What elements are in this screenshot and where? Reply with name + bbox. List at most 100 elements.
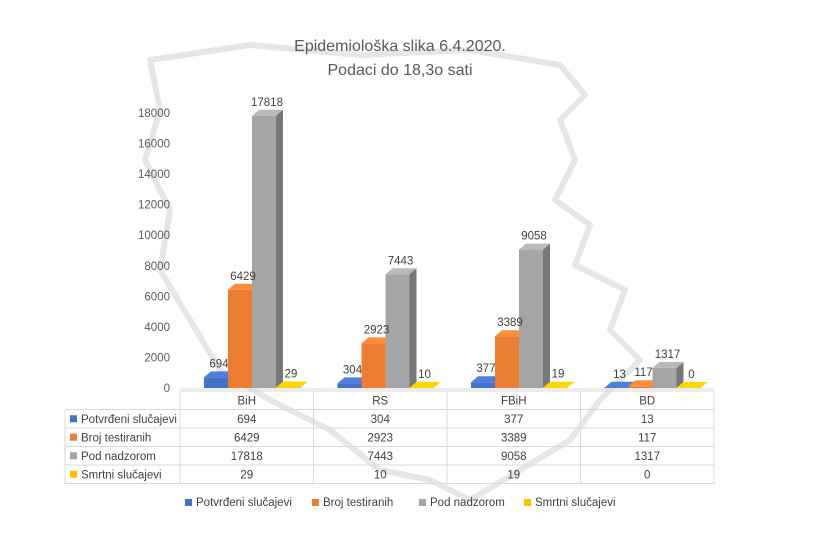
y-tick-label: 4000 (144, 322, 170, 334)
bar-top (409, 381, 441, 388)
table-legend-key (70, 415, 77, 423)
table-cell: 694 (237, 414, 257, 426)
data-labels: 694 6429 17818 29 304 2923 7443 10 377 3389 9058 19… (209, 97, 694, 381)
data-label: 17818 (251, 97, 283, 109)
bar (385, 274, 410, 388)
bar-top (519, 243, 550, 250)
table-series-name: Potvrđeni slučajevi (81, 414, 177, 426)
legend-label: Broj testiranih (323, 497, 393, 509)
bar-top (543, 381, 574, 388)
data-label: 694 (209, 358, 229, 370)
table-cell: 10 (374, 470, 387, 482)
legend-label: Smrtni slučajevi (535, 497, 616, 509)
map-watermark (142, 42, 643, 503)
bar-side (409, 268, 417, 388)
legend-key (312, 499, 319, 506)
legend-key (524, 499, 531, 506)
bar-top (471, 376, 502, 383)
table-cell: 3389 (501, 433, 527, 445)
chart-title: Epidemiološka slika 6.4.2020. (294, 38, 506, 55)
legend: Potvrđeni slučajevi Broj testiranih Pod na… (185, 497, 616, 509)
bar (495, 336, 519, 388)
table-cell: 304 (371, 414, 391, 426)
bar-side (543, 243, 550, 388)
bar (252, 115, 276, 389)
bar-top (337, 377, 369, 384)
data-label: 7443 (388, 255, 414, 267)
y-tick-label: 12000 (138, 200, 170, 212)
table-legend-key (70, 452, 77, 460)
data-label: 29 (285, 369, 298, 381)
data-label: 2923 (364, 324, 390, 336)
y-tick-label: 6000 (144, 291, 170, 303)
chart-subtitle: Podaci do 18,3o sati (328, 62, 473, 79)
bar-top (676, 382, 708, 388)
bar-top (204, 371, 235, 378)
table-cell: 1317 (634, 451, 660, 463)
category-label: BiH (237, 396, 256, 408)
table-cell: 6429 (234, 433, 260, 445)
legend-key (185, 499, 192, 506)
data-label: 304 (343, 364, 363, 376)
data-label: 6429 (230, 271, 256, 283)
y-tick-label: 2000 (144, 352, 170, 364)
data-label: 3389 (497, 317, 523, 329)
data-label: 0 (688, 369, 694, 381)
y-tick-label: 14000 (138, 169, 170, 181)
data-label: 19 (552, 369, 565, 381)
table-cell: 0 (644, 470, 650, 482)
y-tick-label: 10000 (138, 230, 170, 242)
data-label: 13 (613, 369, 626, 381)
bar-top (385, 268, 417, 275)
table-cell: 13 (641, 414, 654, 426)
table-legend-key (70, 470, 77, 478)
table-series-name: Pod nadzorom (81, 451, 156, 463)
category-label: RS (372, 396, 388, 408)
bar-side (567, 381, 574, 388)
category-label: FBiH (501, 396, 527, 408)
bar-top (604, 381, 636, 388)
legend-label: Potvrđeni slučajevi (196, 497, 292, 509)
bar (471, 382, 495, 388)
bar-top (652, 361, 684, 368)
bar-top (228, 283, 259, 290)
bar-top (252, 109, 283, 116)
bar-top (495, 330, 526, 337)
y-tick-label: 8000 (144, 261, 170, 273)
bar (204, 377, 228, 388)
legend-label: Pod nadzorom (430, 497, 505, 509)
bar (519, 249, 543, 388)
table-cell: 9058 (501, 451, 527, 463)
table-cell: 19 (507, 470, 520, 482)
bar (652, 367, 677, 388)
category-label: BD (639, 396, 655, 408)
table-cell: 377 (504, 414, 523, 426)
data-label: 9058 (521, 231, 547, 243)
bar (361, 343, 386, 388)
table-series-name: Broj testiranih (81, 433, 151, 445)
bar (337, 383, 362, 388)
bar-top (361, 337, 393, 344)
bar (228, 289, 252, 388)
data-label: 117 (634, 367, 652, 379)
y-tick-label: 16000 (138, 139, 170, 151)
y-tick-label: 0 (164, 383, 170, 395)
bar-top (628, 380, 660, 387)
bar (628, 386, 653, 388)
bars (204, 109, 708, 389)
data-label: 377 (476, 363, 495, 375)
y-axis: 0 2000 4000 6000 8000 10000 12000 14000 16000 180… (138, 108, 714, 395)
table-cell: 2923 (367, 433, 393, 445)
table-cell: 17818 (231, 451, 263, 463)
table-legend-key (70, 433, 77, 441)
data-label: 1317 (655, 349, 681, 361)
bar-side (676, 361, 684, 388)
legend-key (419, 499, 426, 506)
bar-top (276, 381, 307, 388)
table-cell: 117 (638, 433, 656, 445)
y-tick-label: 18000 (138, 108, 170, 120)
table-cell: 29 (240, 470, 253, 482)
bar-side (433, 381, 441, 388)
